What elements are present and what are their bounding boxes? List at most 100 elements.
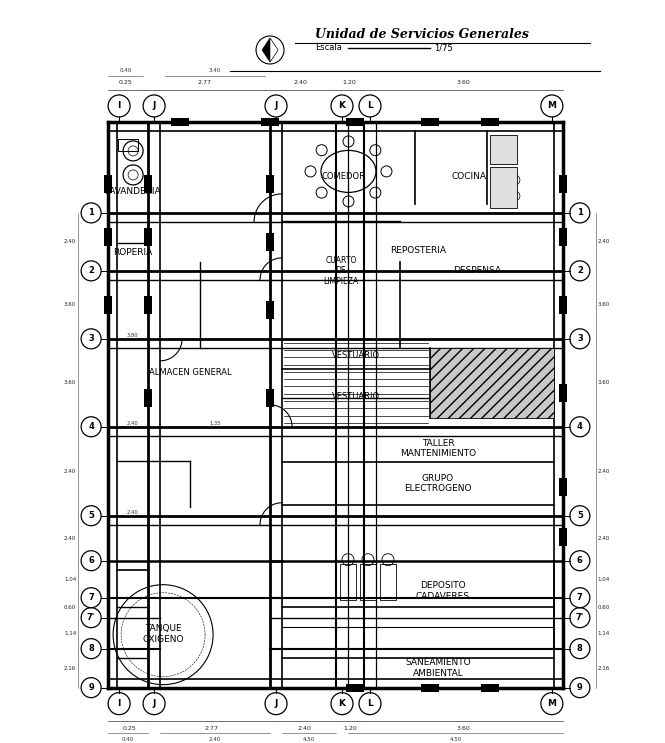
Bar <box>104 296 112 314</box>
Bar <box>559 384 567 402</box>
Text: L: L <box>367 699 373 708</box>
Text: 2.40: 2.40 <box>127 510 138 515</box>
Text: 0.25: 0.25 <box>119 80 132 85</box>
Text: 4: 4 <box>577 422 583 431</box>
Text: GRUPO
ELECTROGENO: GRUPO ELECTROGENO <box>404 473 471 493</box>
Text: 9: 9 <box>577 683 583 692</box>
Text: 1.14: 1.14 <box>598 631 610 636</box>
Text: 3.60: 3.60 <box>456 80 469 85</box>
Text: 0.25: 0.25 <box>122 726 136 730</box>
Text: 6: 6 <box>577 557 583 565</box>
Text: 2.40: 2.40 <box>297 726 311 730</box>
Text: 5: 5 <box>577 511 583 520</box>
Text: DESPENSA: DESPENSA <box>453 266 501 276</box>
Text: 7': 7' <box>576 613 584 622</box>
Text: 9: 9 <box>88 683 94 692</box>
Bar <box>559 478 567 496</box>
Bar <box>171 118 189 126</box>
Text: 3.60: 3.60 <box>64 302 76 308</box>
Text: ROPERIA: ROPERIA <box>113 248 152 257</box>
Bar <box>481 118 499 126</box>
Bar <box>559 296 567 314</box>
Bar <box>346 118 364 126</box>
Text: 2.40: 2.40 <box>64 536 76 541</box>
Text: 1: 1 <box>88 208 94 218</box>
Text: 2.40: 2.40 <box>64 469 76 474</box>
Bar <box>430 348 554 418</box>
Bar <box>421 118 439 126</box>
Text: TANQUE
OXIGENO: TANQUE OXIGENO <box>143 624 184 644</box>
Bar <box>490 167 517 208</box>
Bar <box>481 684 499 692</box>
Bar <box>490 135 517 163</box>
Text: 7': 7' <box>87 613 95 622</box>
Text: L: L <box>367 102 373 111</box>
Bar <box>559 228 567 246</box>
Text: 6: 6 <box>88 557 94 565</box>
Text: 1.35: 1.35 <box>209 421 221 426</box>
Text: 1: 1 <box>577 208 583 218</box>
Text: 1/75: 1/75 <box>434 44 453 53</box>
Text: 2.16: 2.16 <box>598 666 610 671</box>
Bar <box>340 564 356 600</box>
Text: 3.80: 3.80 <box>127 333 138 338</box>
Text: 2: 2 <box>577 266 583 276</box>
Text: 1.20: 1.20 <box>343 726 357 730</box>
Bar <box>360 564 376 600</box>
Text: 2.77: 2.77 <box>197 80 211 85</box>
Text: 2.40: 2.40 <box>598 469 610 474</box>
Text: 3: 3 <box>577 334 583 343</box>
Text: VESTUARIO: VESTUARIO <box>332 392 380 400</box>
Bar <box>266 301 274 319</box>
Text: 2.40: 2.40 <box>598 536 610 541</box>
Text: I: I <box>118 102 121 111</box>
Text: 5: 5 <box>88 511 94 520</box>
Text: M: M <box>547 102 557 111</box>
Bar <box>261 118 279 126</box>
Text: J: J <box>275 699 278 708</box>
Text: 7: 7 <box>577 593 583 602</box>
Text: LAVANDERIA: LAVANDERIA <box>104 187 161 196</box>
Bar <box>380 564 396 600</box>
Text: 2.77: 2.77 <box>204 726 218 730</box>
Text: 2.40: 2.40 <box>209 736 221 742</box>
Bar <box>266 389 274 406</box>
Text: 2.40: 2.40 <box>127 421 138 426</box>
Text: 8: 8 <box>577 644 583 653</box>
Text: ALMACEN GENERAL: ALMACEN GENERAL <box>149 369 231 377</box>
Text: TALLER
MANTENIMIENTO: TALLER MANTENIMIENTO <box>400 439 476 458</box>
Text: 2.40: 2.40 <box>64 239 76 244</box>
Text: 8: 8 <box>88 644 94 653</box>
Bar <box>144 389 152 406</box>
Bar <box>266 175 274 193</box>
Text: J: J <box>152 699 156 708</box>
Polygon shape <box>262 38 278 62</box>
Text: J: J <box>275 102 278 111</box>
Text: J: J <box>152 102 156 111</box>
Bar <box>559 175 567 193</box>
Text: 0.40: 0.40 <box>122 736 134 742</box>
Text: 0.60: 0.60 <box>64 606 76 610</box>
Text: M: M <box>547 699 557 708</box>
Bar <box>118 139 138 151</box>
Text: 3.60: 3.60 <box>598 380 610 386</box>
Text: 3: 3 <box>88 334 94 343</box>
Bar <box>346 684 364 692</box>
Bar <box>421 684 439 692</box>
Text: VESTUARIO: VESTUARIO <box>332 351 380 360</box>
Text: Escala: Escala <box>315 44 342 53</box>
Text: 2.16: 2.16 <box>64 666 76 671</box>
Text: 7: 7 <box>88 593 94 602</box>
Text: 3.40: 3.40 <box>209 68 221 73</box>
Text: 1.04: 1.04 <box>598 577 610 582</box>
Text: REPOSTERIA: REPOSTERIA <box>390 247 446 256</box>
Text: 3.60: 3.60 <box>64 380 76 386</box>
Text: DEPOSITO
CADAVERES: DEPOSITO CADAVERES <box>416 582 470 601</box>
Text: COCINA: COCINA <box>452 172 487 181</box>
Bar <box>144 228 152 246</box>
Bar <box>104 175 112 193</box>
Text: I: I <box>118 699 121 708</box>
Text: 0.40: 0.40 <box>120 68 132 73</box>
Text: COMEDOR: COMEDOR <box>321 172 366 181</box>
Text: 2.40: 2.40 <box>293 80 307 85</box>
